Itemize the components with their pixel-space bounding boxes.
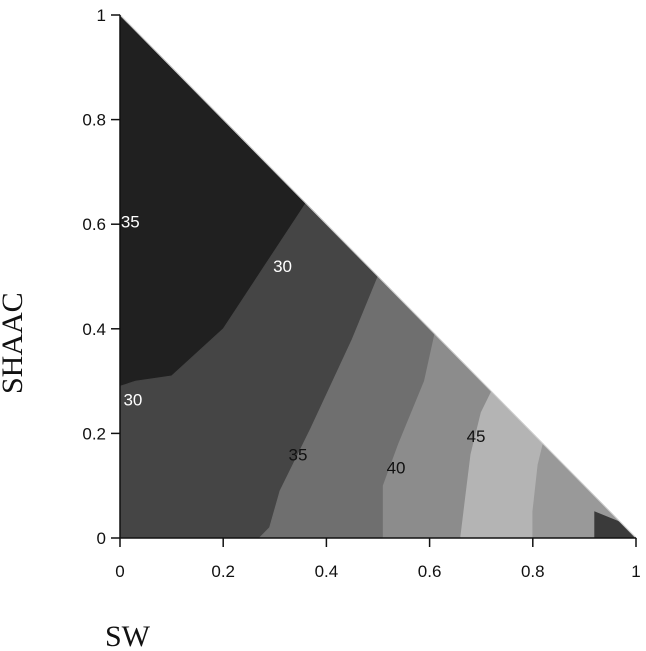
contour-label-2: 30 bbox=[123, 390, 142, 409]
x-tick-label-1: 0.2 bbox=[211, 562, 235, 581]
y-tick-label-4: 0.8 bbox=[82, 111, 106, 130]
contour-label-0: 35 bbox=[121, 213, 140, 232]
contour-region-6 bbox=[594, 511, 637, 539]
y-tick-label-5: 1 bbox=[97, 6, 106, 25]
contour-label-3: 35 bbox=[289, 445, 308, 464]
contour-labels: 35 30 30 35 40 45 bbox=[121, 213, 486, 478]
x-tick-label-2: 0.4 bbox=[315, 562, 339, 581]
x-tick-label-3: 0.6 bbox=[418, 562, 442, 581]
y-tick-label-2: 0.4 bbox=[82, 320, 106, 339]
x-tick-label-4: 0.8 bbox=[521, 562, 545, 581]
contour-regions bbox=[119, 14, 637, 539]
x-tick-label-5: 1 bbox=[631, 562, 640, 581]
x-tick-label-0: 0 bbox=[115, 562, 124, 581]
y-axis-title: SHAAC bbox=[0, 292, 29, 394]
contour-label-5: 45 bbox=[467, 427, 486, 446]
y-tick-label-1: 0.2 bbox=[82, 424, 106, 443]
contour-label-4: 40 bbox=[387, 458, 406, 477]
y-tick-label-3: 0.6 bbox=[82, 215, 106, 234]
axes: 0 0.2 0.4 0.6 0.8 1 0 0.2 0.4 0.6 0.8 1 bbox=[82, 6, 640, 581]
x-axis-title: SW bbox=[105, 620, 151, 651]
hypotenuse-line bbox=[119, 14, 637, 539]
contour-label-1: 30 bbox=[273, 257, 292, 276]
y-tick-label-0: 0 bbox=[97, 529, 106, 548]
